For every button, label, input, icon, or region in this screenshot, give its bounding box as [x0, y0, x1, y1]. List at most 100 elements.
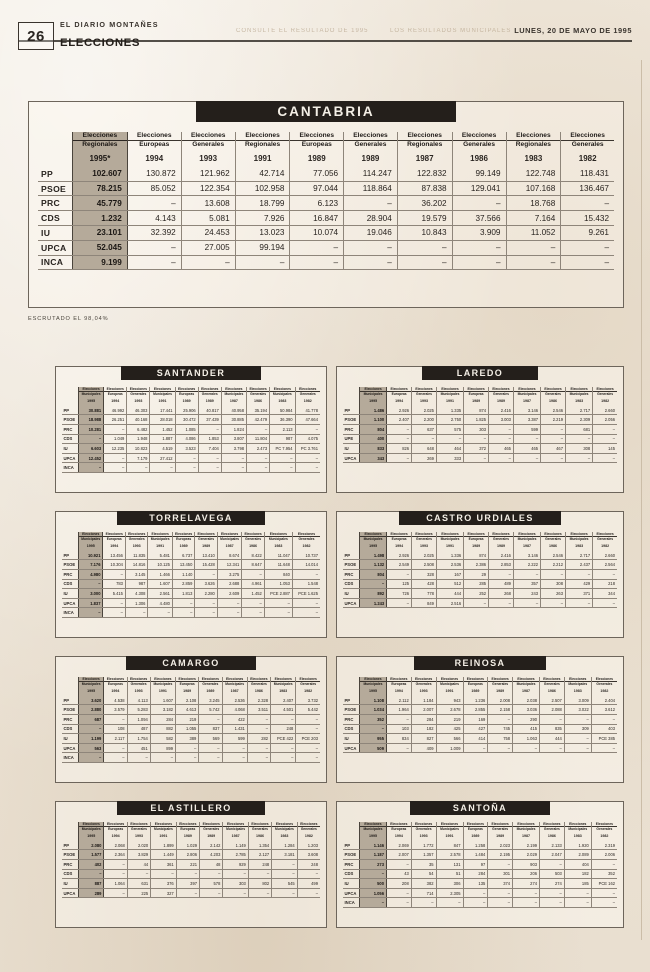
subtable-castro-urdiales: CASTRO URDIALES Elecciones Municipales Elec… — [336, 511, 624, 638]
value-cell: 24.453 — [180, 225, 236, 241]
value-cell: 129.041 — [451, 181, 506, 197]
header-line2: Regionales — [397, 140, 452, 149]
value-cell: 284 — [410, 714, 437, 725]
party-label: CDS — [62, 434, 79, 445]
header-line2: Municipales — [79, 826, 104, 831]
value-cell: 834 — [385, 733, 412, 744]
header-line1: Elecciones — [137, 132, 172, 139]
header-line1: Elecciones — [364, 677, 382, 681]
party-label: PSOE — [343, 559, 360, 570]
year-cell-5: 1989 — [175, 831, 200, 841]
party-label: PRC — [62, 569, 79, 580]
party-label: PSOE — [38, 181, 73, 197]
table-row: CDS –783 987 1.607 2.859 3.626 2.688 4.961 1.053… — [62, 579, 320, 590]
header-line2: Generales — [247, 391, 270, 396]
table-row: IU 6.603 12.235 10.823 4.519 3.523 7.404 3.798 2… — [62, 443, 320, 454]
header-line2: Municipales — [513, 826, 540, 831]
year-cell-8: 1986 — [539, 686, 565, 696]
table-row: CDS –1.049 1.948 1.887 4.086 1.853 3.807 11.804… — [62, 434, 320, 445]
header-line1: Elecciones — [467, 387, 485, 391]
value-cell: 36.390 — [269, 414, 296, 425]
value-cell: 8.647 — [241, 559, 265, 570]
header-line2: Generales — [488, 826, 513, 831]
value-cell: 41.778 — [294, 405, 320, 416]
value-cell: 569 — [198, 733, 222, 744]
column-header-7: Elecciones Regionales — [396, 132, 453, 150]
party-label: INCA — [62, 752, 79, 763]
table-row: UPCA 563–451 899– – – – – – — [62, 743, 320, 754]
header-line2: Generales — [125, 536, 148, 541]
value-cell: – — [560, 255, 614, 271]
value-cell: 7.179 — [126, 453, 150, 464]
value-cell: 987 — [269, 434, 296, 445]
value-cell: 13.456 — [102, 550, 126, 561]
column-header-9: Elecciones Municipales — [271, 822, 298, 832]
header-line2: Europeas — [386, 681, 411, 686]
value-cell: 2.364 — [103, 849, 128, 860]
value-cell: – — [241, 598, 265, 609]
value-cell: 2.133 — [539, 840, 565, 851]
column-header-2: Elecciones Europeas — [385, 677, 412, 687]
value-cell: 289 — [77, 888, 105, 899]
column-header-9: Elecciones Municipales — [563, 677, 592, 687]
value-cell: – — [198, 752, 222, 763]
value-cell: 637 — [411, 424, 437, 435]
value-cell: 18.799 — [234, 195, 290, 212]
column-header-row: Elecciones Regionales Elecciones Europeas El… — [38, 132, 614, 150]
value-cell: 1.056 — [359, 888, 387, 899]
header-line2: Generales — [292, 536, 320, 541]
value-cell: 4.980 — [77, 569, 104, 580]
value-cell: 2.195 — [487, 849, 513, 860]
party-label: CDS — [38, 210, 73, 226]
table-row: IU 955 834 827 566 414 758 1.063 444– PCE 385 — [343, 733, 617, 744]
header-line1: Elecciones — [390, 387, 408, 391]
table-row: PRC 273–35 131 97–903–404– — [343, 859, 617, 870]
value-cell: – — [463, 598, 489, 609]
column-header-2: Elecciones Europeas — [386, 387, 412, 397]
value-cell: 444 — [539, 733, 565, 744]
value-cell: 3.612 — [590, 704, 617, 715]
value-cell: 1.009 — [435, 743, 463, 754]
value-cell: 422 — [221, 714, 248, 725]
value-cell: 15.428 — [194, 559, 218, 570]
value-cell: 758 — [487, 733, 513, 744]
value-cell: 3.022 — [563, 704, 592, 715]
value-cell: 2.473 — [245, 443, 270, 454]
year-cell-5: 1989 — [462, 831, 488, 841]
header-line2: Generales — [247, 681, 271, 686]
value-cell: 218 — [592, 579, 617, 590]
party-label: PP — [62, 550, 79, 561]
value-cell: 97.044 — [289, 181, 344, 197]
header-line1: Elecciones — [441, 532, 459, 536]
value-cell: 135 — [462, 878, 488, 889]
value-cell: – — [411, 434, 437, 445]
header-line1: Elecciones — [269, 532, 287, 536]
party-label: PP — [343, 405, 360, 416]
value-cell: – — [385, 714, 412, 725]
value-cell: 1.813 — [171, 588, 195, 599]
header-line1: Elecciones — [179, 822, 197, 826]
value-cell: – — [221, 752, 248, 763]
value-cell: – — [410, 897, 437, 908]
year-cell-7: 1987 — [512, 831, 540, 841]
value-cell: 1.335 — [435, 405, 464, 416]
value-cell: 182 — [410, 724, 437, 735]
value-cell: 284 — [462, 869, 488, 880]
value-cell: 252 — [463, 588, 489, 599]
table-row: IU 887 1.064 631 376 397 578 303 802 545 499 — [62, 878, 320, 889]
value-cell: 13.410 — [194, 550, 218, 561]
value-cell: – — [102, 598, 126, 609]
value-cell: – — [295, 752, 320, 763]
table-row: INCA – – – – – – – – – – — [62, 752, 320, 763]
column-header-1: Elecciones Municipales — [359, 677, 387, 687]
value-cell: 874 — [463, 550, 489, 561]
value-cell: 10.921 — [77, 550, 104, 561]
value-cell: 451 — [126, 743, 151, 754]
year-cell-4: 1991 — [435, 541, 464, 551]
value-cell: – — [488, 453, 514, 464]
value-cell: 2.717 — [564, 405, 593, 416]
party-label: INCA — [62, 462, 79, 473]
value-cell: PCE 385 — [590, 733, 617, 744]
column-header-1: Elecciones Municipales — [358, 387, 388, 397]
value-cell: – — [563, 743, 592, 754]
